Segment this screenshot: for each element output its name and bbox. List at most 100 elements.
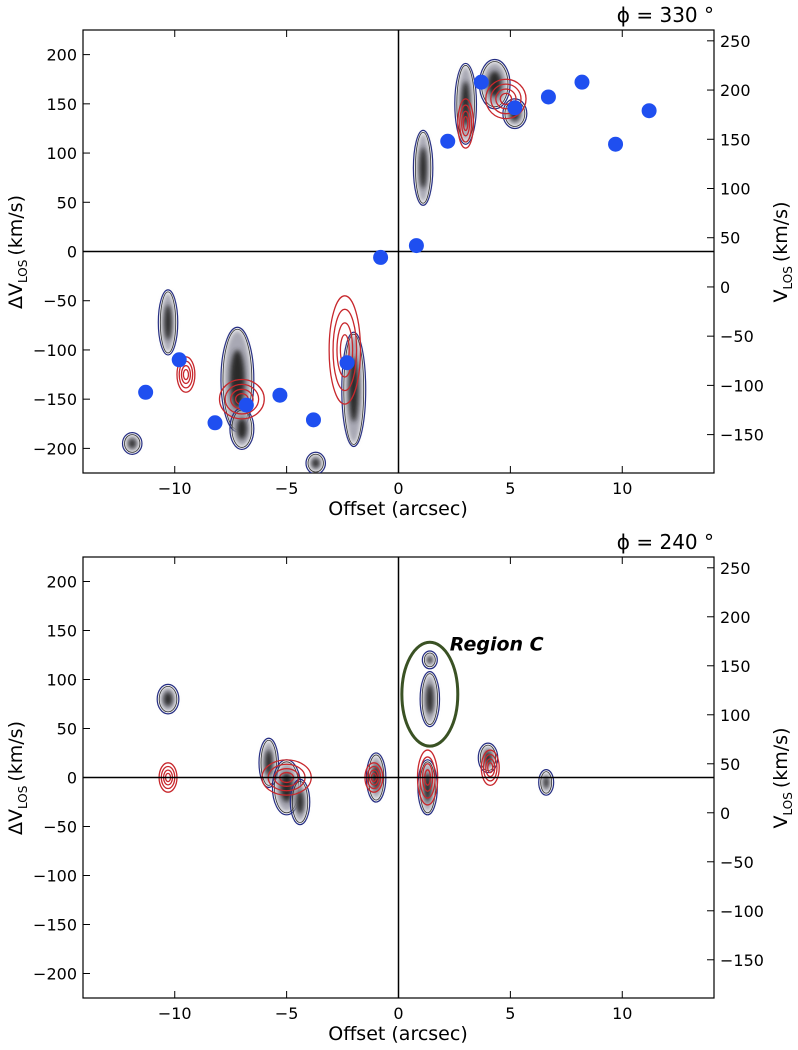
panel-top-y2label-main: V <box>770 289 792 302</box>
y2-tick-label-5: 50 <box>720 755 740 774</box>
data-point-10 <box>440 133 456 149</box>
emission-feature-4 <box>341 331 367 448</box>
panel-bottom-ylabel-unit: (km/s) <box>5 721 27 782</box>
region-c-label: Region C <box>450 633 544 655</box>
y2-tick-label-9: −150 <box>720 426 764 445</box>
data-point-7 <box>339 355 355 371</box>
data-point-4 <box>238 397 254 413</box>
data-point-1 <box>138 384 154 400</box>
panel-bottom-y2label-sub: LOS <box>781 792 795 815</box>
panel-top-points <box>138 74 657 431</box>
x-tick-label-1: −10 <box>158 1004 192 1023</box>
region-c-ellipse <box>400 640 460 748</box>
x-tick-label-4: 5 <box>505 1004 515 1023</box>
panel-top-y2label-unit: (km/s) <box>770 202 792 263</box>
y-tick-label-4: 50 <box>57 193 77 212</box>
y-tick-label-6: −50 <box>43 818 77 837</box>
data-point-9 <box>408 238 424 254</box>
panel-bottom-xlabel: Offset (arcsec) <box>328 1023 467 1045</box>
y2-tick-label-1: 250 <box>720 32 751 51</box>
y2-tick-label-2: 200 <box>720 81 751 100</box>
y2-tick-label-8: −100 <box>720 902 764 921</box>
data-point-11 <box>473 74 489 90</box>
y2-tick-label-2: 200 <box>720 608 751 627</box>
y-tick-label-2: 150 <box>46 622 77 641</box>
panel-top-ylabel: ΔVLOS (km/s) <box>5 195 30 309</box>
y2-tick-label-6: 0 <box>720 278 730 297</box>
co-contour-5 <box>485 78 527 120</box>
panel-bottom-y2label: VLOS (km/s) <box>770 728 795 829</box>
panel-top-xlabel: Offset (arcsec) <box>328 498 467 520</box>
panel-bottom-y2label-main: V <box>770 815 792 828</box>
data-point-2 <box>171 352 187 368</box>
panel-top-ylabel-unit: (km/s) <box>5 195 27 256</box>
emission-feature-6 <box>421 650 438 670</box>
y-tick-label-8: −150 <box>33 916 77 935</box>
y-tick-label-1: 200 <box>46 573 77 592</box>
co-contour-4 <box>457 98 475 149</box>
panel-bottom-ylabel-sub: LOS <box>16 786 30 809</box>
x-tick-label-2: −5 <box>275 1004 299 1023</box>
y-tick-label-5: 0 <box>67 769 77 788</box>
panel-top-ylabel-sub: LOS <box>16 260 30 283</box>
emission-feature-5 <box>305 451 327 473</box>
emission-feature-2 <box>258 737 280 788</box>
y-tick-label-7: −100 <box>33 341 77 360</box>
y2-tick-label-7: −50 <box>720 327 754 346</box>
x-tick-label-3: 0 <box>393 1004 403 1023</box>
y2-tick-label-1: 250 <box>720 559 751 578</box>
x-tick-label-5: 10 <box>612 1004 632 1023</box>
y2-tick-label-7: −50 <box>720 853 754 872</box>
data-point-8 <box>373 249 389 265</box>
co-contour-1 <box>218 378 265 420</box>
y2-tick-label-8: −100 <box>720 376 764 395</box>
x-tick-label-4: 5 <box>505 479 515 498</box>
emission-feature-7 <box>419 670 441 728</box>
y-tick-label-9: −200 <box>33 439 77 458</box>
data-point-15 <box>608 136 624 152</box>
x-tick-label-1: −10 <box>158 479 192 498</box>
y2-tick-label-5: 50 <box>720 229 740 248</box>
emission-feature-10 <box>538 769 555 796</box>
y2-tick-label-9: −150 <box>720 951 764 970</box>
co-contour-5 <box>480 749 500 786</box>
panel-top-y2label: VLOS (km/s) <box>770 202 795 303</box>
emission-feature-1 <box>157 289 179 356</box>
y-tick-label-5: 0 <box>67 243 77 262</box>
panel-bottom-ylabel: ΔVLOS (km/s) <box>5 721 30 835</box>
data-point-16 <box>641 103 657 119</box>
x-tick-label-2: −5 <box>275 479 299 498</box>
data-point-3 <box>207 415 223 431</box>
y-tick-label-2: 150 <box>46 95 77 114</box>
panel-bottom-ylabel-main: ΔV <box>5 809 27 835</box>
y2-tick-label-3: 150 <box>720 657 751 676</box>
x-tick-label-5: 10 <box>612 479 632 498</box>
y-tick-label-3: 100 <box>46 144 77 163</box>
data-point-14 <box>574 74 590 90</box>
emission-feature-1 <box>156 683 180 715</box>
data-point-6 <box>305 412 321 428</box>
data-point-12 <box>507 100 523 116</box>
panel-bottom-title: ϕ = 240 ° <box>617 530 714 554</box>
y-tick-label-9: −200 <box>33 965 77 984</box>
data-point-5 <box>272 387 288 403</box>
emission-feature-10 <box>121 431 143 455</box>
x-tick-label-3: 0 <box>393 479 403 498</box>
panel-top-ticks: −10 −5 0 5 10200150100500−50−100−150−2002502… <box>33 30 764 498</box>
y-tick-label-7: −100 <box>33 867 77 886</box>
y-tick-label-8: −150 <box>33 390 77 409</box>
y-tick-label-6: −50 <box>43 292 77 311</box>
panel-bottom-ticks: −10 −5 0 5 10200150100500−50−100−150−2002502… <box>33 557 764 1023</box>
panel-top: ϕ = 330 ° −10 −5 0 5 10200150100500−50−100−1… <box>5 3 795 520</box>
y2-tick-label-4: 100 <box>720 706 751 725</box>
y2-tick-label-3: 150 <box>720 130 751 149</box>
y-tick-label-4: 50 <box>57 720 77 739</box>
panel-bottom-y2label-unit: (km/s) <box>770 728 792 789</box>
panel-top-title: ϕ = 330 ° <box>617 3 714 27</box>
y2-tick-label-6: 0 <box>720 804 730 823</box>
y-tick-label-1: 200 <box>46 46 77 65</box>
co-contour-3 <box>328 295 362 405</box>
panel-bottom: ϕ = 240 ° Region C −10 −5 0 5 10200150100500… <box>5 530 795 1045</box>
data-point-13 <box>540 89 556 105</box>
